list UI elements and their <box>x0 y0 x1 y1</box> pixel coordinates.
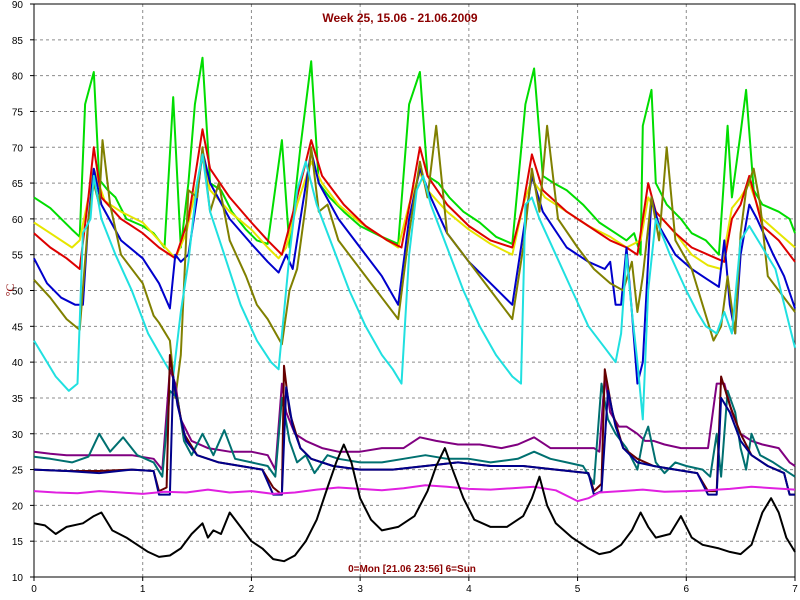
y-tick-label: 90 <box>12 0 24 11</box>
y-tick-label: 80 <box>12 72 24 83</box>
y-tick-label: 75 <box>12 107 24 118</box>
y-tick-label: 15 <box>12 537 24 548</box>
x-tick-label: 6 <box>684 584 690 595</box>
x-tick-label: 3 <box>357 584 363 595</box>
grid-lines <box>30 3 796 581</box>
series-line-6 <box>33 153 796 421</box>
x-tick-label: 1 <box>140 584 146 595</box>
series-line-5 <box>33 124 796 399</box>
y-tick-label: 60 <box>12 215 24 226</box>
series-line-10 <box>33 375 795 496</box>
y-tick-label: 50 <box>12 287 24 298</box>
y-tick-label: 70 <box>12 143 24 154</box>
series-line-12 <box>33 443 796 563</box>
series-line-11 <box>33 484 796 503</box>
y-tick-label: 10 <box>12 573 24 584</box>
y-tick-label: 30 <box>12 430 24 441</box>
chart-title: Week 25, 15.06 - 21.06.2009 <box>322 11 478 25</box>
y-tick-label: 40 <box>12 358 24 369</box>
series-lines <box>33 56 796 563</box>
y-tick-label: 55 <box>12 251 24 262</box>
series-line-8 <box>33 382 796 485</box>
y-tick-label: 35 <box>12 394 24 405</box>
x-tick-label: 7 <box>792 584 798 595</box>
y-tick-label: 45 <box>12 322 24 333</box>
y-tick-label: 20 <box>12 501 24 512</box>
day-legend-annotation: 0=Mon [21.06 23:56] 6=Sun <box>348 564 476 575</box>
series-line-3 <box>33 128 796 270</box>
plot-frame <box>33 3 796 578</box>
x-tick-label: 4 <box>466 584 472 595</box>
y-tick-labels: 10 15 20 25 30 35 40 45 50 55 60 65 70 75 80 85 90 <box>12 0 24 584</box>
y-tick-label: 85 <box>12 36 24 47</box>
y-tick-label: 25 <box>12 466 24 477</box>
x-tick-label: 5 <box>575 584 581 595</box>
x-tick-label: 0 <box>31 584 37 595</box>
y-axis-label: °C <box>3 284 17 297</box>
x-tick-label: 2 <box>249 584 255 595</box>
x-tick-labels: 0 1 2 3 4 5 6 7 <box>31 584 798 595</box>
y-tick-label: 65 <box>12 179 24 190</box>
